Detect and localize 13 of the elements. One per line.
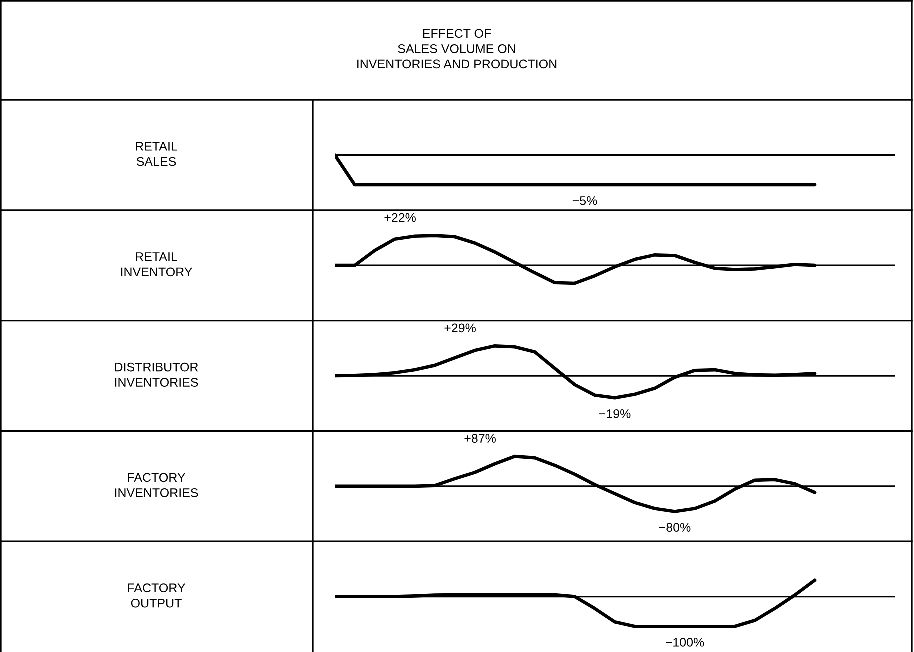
chart-title: EFFECT OF SALES VOLUME ON INVENTORIES AND PRODUCTION [358, 29, 557, 69]
text: −100% [666, 638, 704, 647]
y-axis-title: FACTORY OUTPUT [128, 584, 186, 608]
text: +29% [444, 324, 476, 333]
y-axis-title: RETAIL SALES [136, 142, 178, 166]
text: −80% [659, 523, 691, 532]
y-axis-title: DISTRIBUTOR INVENTORIES [115, 362, 198, 387]
text: +87% [464, 434, 496, 443]
text: +22% [384, 213, 416, 222]
y-axis-title: FACTORY INVENTORIES [115, 473, 198, 498]
text: −19% [599, 410, 631, 418]
y-axis-title: RETAIL INVENTORY [121, 252, 192, 277]
text: −5% [572, 196, 598, 206]
